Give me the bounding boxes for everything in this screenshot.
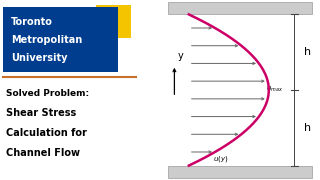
Text: Metropolitan: Metropolitan bbox=[11, 35, 83, 45]
Bar bbox=[96, 5, 131, 38]
Text: Shear Stress: Shear Stress bbox=[6, 108, 77, 118]
Text: $u(y)$: $u(y)$ bbox=[213, 154, 228, 164]
Text: Channel Flow: Channel Flow bbox=[6, 148, 80, 158]
Text: Solved Problem:: Solved Problem: bbox=[6, 89, 90, 98]
Text: y: y bbox=[178, 51, 184, 61]
Text: h: h bbox=[304, 47, 311, 57]
Text: University: University bbox=[11, 53, 68, 63]
Text: Toronto: Toronto bbox=[11, 17, 53, 27]
Bar bbox=[3, 7, 118, 72]
Bar bbox=[168, 2, 312, 14]
Text: h: h bbox=[304, 123, 311, 133]
Text: $u_{max}$: $u_{max}$ bbox=[266, 84, 283, 94]
Bar bbox=[168, 166, 312, 178]
Text: Calculation for: Calculation for bbox=[6, 128, 87, 138]
